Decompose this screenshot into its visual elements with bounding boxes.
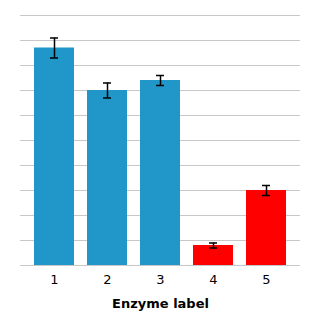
svg-text:Enzyme label: Enzyme label — [112, 296, 209, 311]
svg-text:5: 5 — [262, 272, 270, 287]
svg-text:1: 1 — [50, 272, 58, 287]
svg-text:4: 4 — [209, 272, 217, 287]
svg-text:2: 2 — [103, 272, 111, 287]
svg-text:3: 3 — [156, 272, 164, 287]
